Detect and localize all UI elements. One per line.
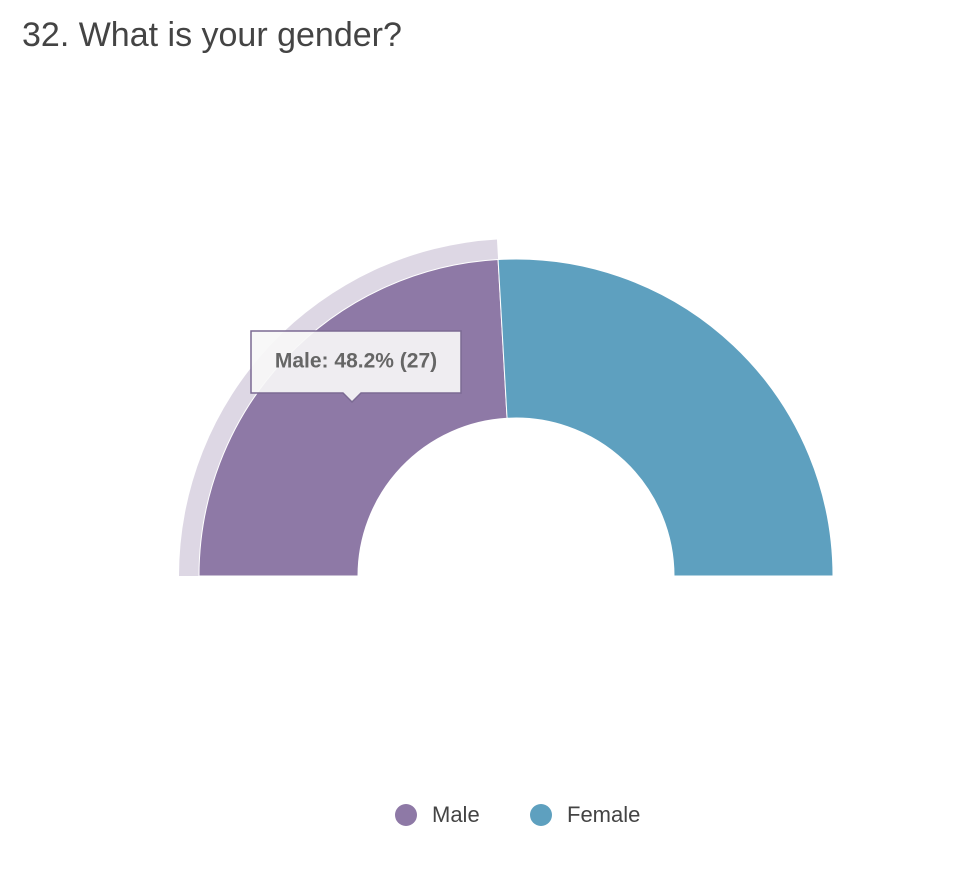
legend-marker — [530, 804, 552, 826]
legend-item[interactable]: Female — [530, 802, 640, 827]
legend-label: Male — [432, 802, 480, 827]
legend-item[interactable]: Male — [395, 802, 480, 827]
tooltip-text: Male: 48.2% (27) — [275, 350, 437, 373]
tooltip: Male: 48.2% (27) — [250, 330, 462, 404]
slice-halo — [179, 239, 499, 576]
legend-label: Female — [567, 802, 640, 827]
legend-marker — [395, 804, 417, 826]
slice[interactable] — [198, 258, 508, 577]
tooltip-box — [250, 330, 462, 404]
slice[interactable] — [497, 258, 834, 577]
chart-title: 32. What is your gender? — [22, 16, 402, 54]
